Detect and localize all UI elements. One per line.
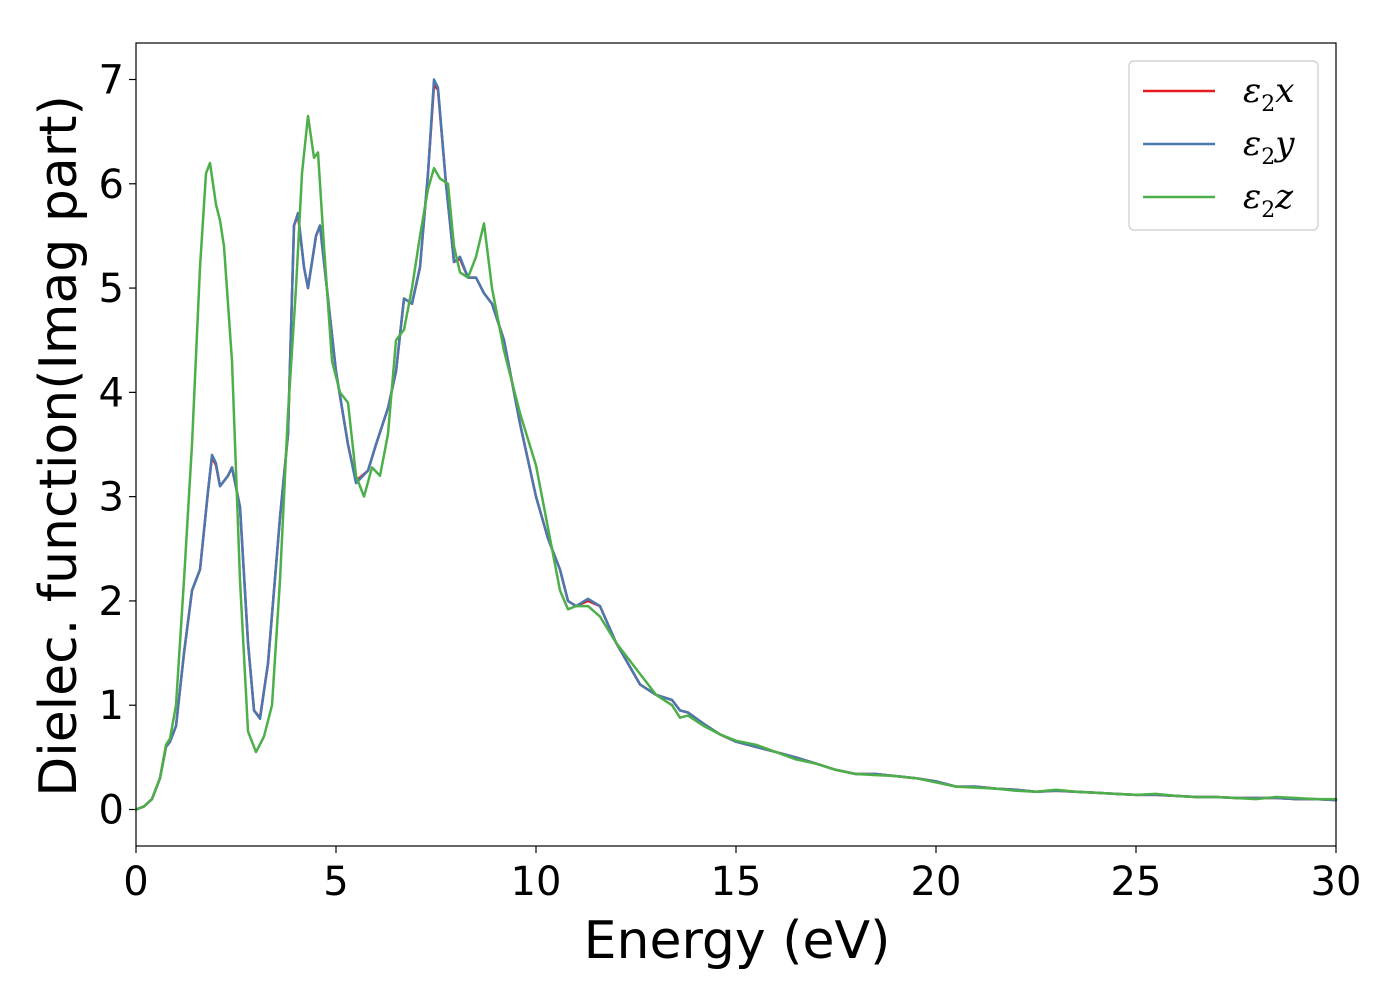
x-axis-ticks: 0 5 10 15 20 25 30 xyxy=(123,846,1361,905)
plot-frame xyxy=(135,42,1337,847)
x-tick-label: 30 xyxy=(1311,859,1362,905)
y-tick-label: 6 xyxy=(99,162,124,208)
legend-subscript: 2 xyxy=(1261,145,1275,170)
legend-component: y xyxy=(1273,124,1295,164)
y-tick-label: 4 xyxy=(99,370,124,416)
y-tick-label: 0 xyxy=(99,788,124,834)
legend-subscript: 2 xyxy=(1261,198,1275,223)
y-tick-label: 5 xyxy=(99,266,124,312)
y-tick-label: 1 xyxy=(99,683,124,729)
legend-symbol: ε xyxy=(1243,177,1261,217)
x-axis-label: Energy (eV) xyxy=(584,911,891,971)
legend-label-y: ε2y xyxy=(1243,124,1295,170)
series-lines xyxy=(134,78,1338,811)
x-tick-label: 5 xyxy=(323,859,348,905)
y-axis-label: Dielec. function(Imag part) xyxy=(29,95,89,797)
legend-label-x: ε2x xyxy=(1243,71,1294,117)
series-line-z xyxy=(134,114,1338,811)
x-tick-label: 0 xyxy=(123,859,148,905)
x-tick-label: 10 xyxy=(511,859,562,905)
y-tick-label: 2 xyxy=(99,579,124,625)
legend-symbol: ε xyxy=(1243,71,1261,111)
legend-component: z xyxy=(1274,177,1294,217)
legend-subscript: 2 xyxy=(1261,92,1275,117)
y-tick-label: 7 xyxy=(99,58,124,104)
legend-label-z: ε2z xyxy=(1243,177,1294,223)
legend-symbol: ε xyxy=(1243,124,1261,164)
y-tick-label: 3 xyxy=(99,475,124,521)
legend-box xyxy=(1128,60,1319,231)
y-axis-ticks: 0 1 2 3 4 5 6 7 xyxy=(99,58,136,834)
x-tick-label: 20 xyxy=(911,859,962,905)
x-tick-label: 15 xyxy=(711,859,762,905)
x-tick-label: 25 xyxy=(1111,859,1162,905)
legend-component: x xyxy=(1275,71,1294,111)
